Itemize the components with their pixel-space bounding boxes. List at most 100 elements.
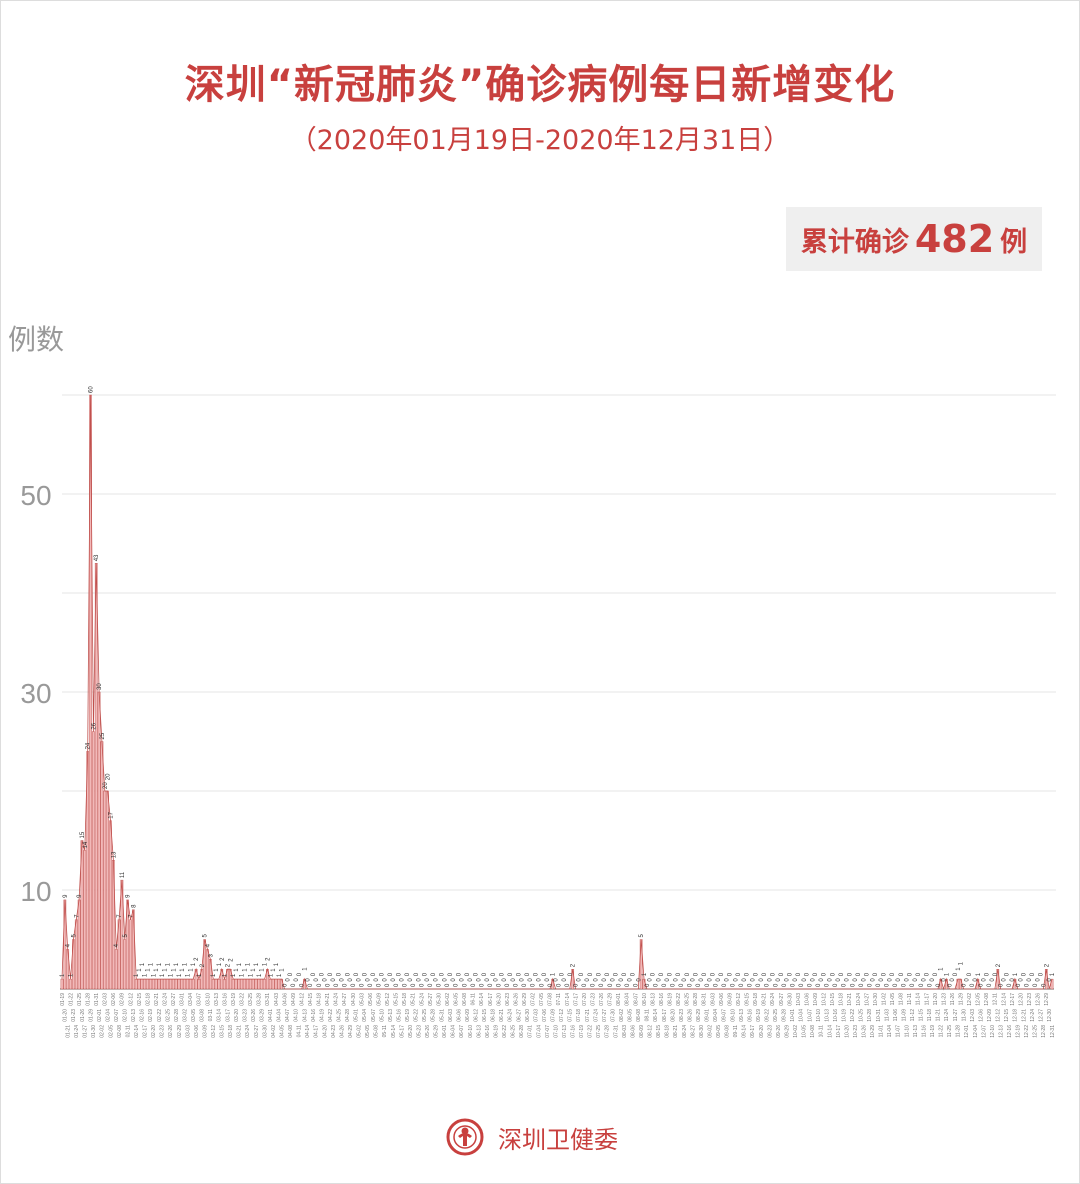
x-tick-label: 05-02 — [357, 1025, 363, 1038]
data-label: 1 — [274, 962, 280, 966]
x-tick-label: 12-30 — [1047, 1009, 1053, 1022]
x-tick-label: 11-09 — [901, 1009, 907, 1022]
x-tick-label: 10-12 — [822, 993, 828, 1006]
x-tick-label: 10-26 — [862, 1025, 868, 1038]
x-tick-label: 05-14 — [391, 1025, 397, 1038]
x-tick-label: 06-17 — [488, 993, 494, 1006]
data-label: 0 — [283, 983, 289, 987]
data-label: 1 — [180, 968, 186, 972]
x-tick-label: 01-28 — [85, 993, 91, 1006]
data-label: 20 — [106, 773, 112, 780]
x-tick-label: 12-21 — [1021, 1009, 1027, 1022]
data-label: 0 — [388, 972, 394, 976]
x-tick-label: 10-15 — [830, 993, 836, 1006]
x-tick-label: 03-26 — [251, 1009, 257, 1022]
data-label: 1 — [146, 968, 152, 972]
x-tick-label: 08-24 — [682, 1025, 688, 1038]
data-label: 0 — [693, 972, 699, 976]
data-label: 0 — [725, 978, 731, 982]
x-tick-label: 04-11 — [297, 1025, 303, 1038]
data-label: 0 — [545, 978, 551, 982]
x-tick-label: 12-22 — [1024, 1025, 1030, 1038]
data-label: 0 — [1024, 983, 1030, 987]
data-label: 0 — [879, 978, 885, 982]
data-label: 0 — [705, 983, 711, 987]
x-tick-label: 11-15 — [919, 1009, 925, 1022]
x-tick-label: 05-28 — [431, 1009, 437, 1022]
x-tick-label: 10-08 — [810, 1025, 816, 1038]
data-label: 0 — [679, 983, 685, 987]
data-label: 0 — [582, 983, 588, 987]
data-label: 3 — [208, 953, 214, 957]
x-tick-label: 03-08 — [200, 1009, 206, 1022]
x-tick-label: 09-13 — [739, 1009, 745, 1022]
x-tick-label: 07-09 — [551, 1009, 557, 1022]
bar — [254, 978, 258, 990]
data-label: 0 — [913, 978, 919, 982]
data-label: 0 — [802, 978, 808, 982]
data-label: 0 — [297, 972, 303, 976]
data-label: 0 — [497, 983, 503, 987]
data-label: 0 — [454, 983, 460, 987]
data-label: 2 — [225, 963, 231, 967]
x-tick-label: 01-31 — [94, 993, 100, 1006]
x-tick-label: 05-21 — [411, 993, 417, 1006]
x-tick-label: 12-16 — [1007, 1025, 1013, 1038]
data-label: 0 — [357, 978, 363, 982]
data-label: 5 — [71, 934, 77, 938]
data-label: 1 — [944, 972, 950, 976]
bar — [260, 978, 264, 990]
x-tick-label: 06-26 — [513, 993, 519, 1006]
x-tick-label: 02-24 — [163, 993, 169, 1006]
x-tick-label: 01-29 — [88, 1009, 94, 1022]
data-label: 0 — [782, 983, 788, 987]
data-label: 0 — [1027, 978, 1033, 982]
data-label: 0 — [397, 972, 403, 976]
x-tick-label: 12-28 — [1041, 1025, 1047, 1038]
x-tick-label: 07-26 — [599, 993, 605, 1006]
x-tick-label: 12-05 — [976, 993, 982, 1006]
x-tick-label: 11-21 — [936, 1009, 942, 1022]
x-tick-label: 03-01 — [180, 993, 186, 1006]
data-label: 2 — [228, 958, 234, 962]
x-tick-label: 10-17 — [836, 1025, 842, 1038]
x-tick-label: 09-29 — [784, 1025, 790, 1038]
x-tick-label: 02-27 — [171, 993, 177, 1006]
x-tick-label: 11-19 — [930, 1025, 936, 1038]
data-label: 1 — [143, 973, 149, 977]
data-label: 0 — [328, 972, 334, 976]
data-label: 0 — [482, 972, 488, 976]
x-tick-label: 11-25 — [947, 1025, 953, 1038]
chart-title: 深圳“新冠肺炎”确诊病例每日新增变化 — [184, 62, 896, 108]
bar — [154, 978, 158, 990]
data-label: 0 — [745, 972, 751, 976]
data-label: 0 — [682, 978, 688, 982]
data-label: 0 — [391, 978, 397, 982]
data-label: 0 — [979, 983, 985, 987]
data-label: 0 — [331, 978, 337, 982]
x-tick-label: 04-08 — [288, 1025, 294, 1038]
bar — [257, 978, 261, 990]
x-tick-label: 07-25 — [596, 1025, 602, 1038]
data-label: 1 — [177, 973, 183, 977]
data-label: 0 — [602, 978, 608, 982]
x-tick-label: 08-19 — [667, 993, 673, 1006]
bar — [77, 899, 81, 990]
bar — [246, 978, 249, 990]
data-label: 0 — [813, 972, 819, 976]
data-label: 0 — [671, 983, 677, 987]
x-tick-label: 11-26 — [950, 993, 956, 1006]
data-label: 0 — [402, 983, 408, 987]
x-tick-label: 12-12 — [996, 1009, 1002, 1022]
data-label: 0 — [405, 972, 411, 976]
data-label: 0 — [930, 978, 936, 982]
data-label: 24 — [86, 742, 92, 749]
x-tick-label: 02-13 — [131, 1009, 137, 1022]
x-tick-label: 05-10 — [379, 1009, 385, 1022]
data-label: 0 — [648, 978, 654, 982]
data-label: 0 — [788, 972, 794, 976]
data-label: 0 — [608, 983, 614, 987]
data-label: 0 — [973, 978, 979, 982]
x-tick-label: 12-04 — [973, 1025, 979, 1038]
x-tick-label: 06-03 — [448, 1009, 454, 1022]
